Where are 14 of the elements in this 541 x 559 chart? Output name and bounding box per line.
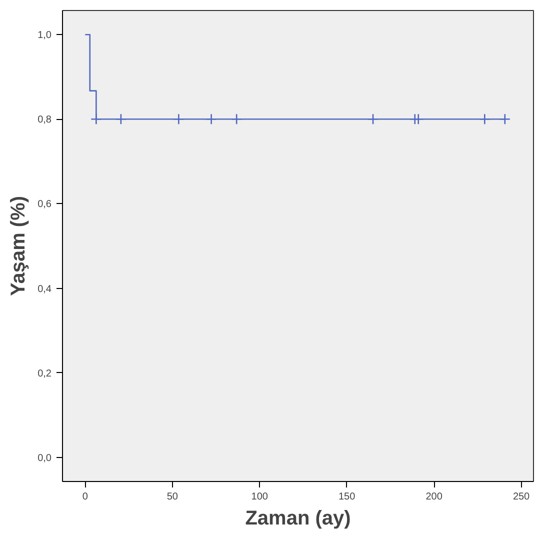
y-axis-title: Yaşam (%)	[8, 196, 30, 296]
y-tick-label: 0,0	[38, 452, 52, 464]
y-tick-label: 0,4	[38, 284, 52, 295]
x-tick-label: 0	[82, 492, 88, 502]
x-axis-title: Zaman (ay)	[245, 508, 351, 530]
x-tick-label: 50	[166, 492, 178, 502]
x-tick-label: 200	[426, 492, 443, 502]
y-tick-label: 0,6	[38, 199, 52, 210]
y-tick-label: 1,0	[38, 30, 52, 42]
y-tick-label: 0,2	[38, 368, 52, 380]
x-tick-label: 100	[251, 492, 268, 502]
x-tick-label: 150	[338, 492, 356, 502]
y-tick-label: 0,8	[38, 114, 52, 126]
x-tick-label: 250	[512, 492, 530, 502]
